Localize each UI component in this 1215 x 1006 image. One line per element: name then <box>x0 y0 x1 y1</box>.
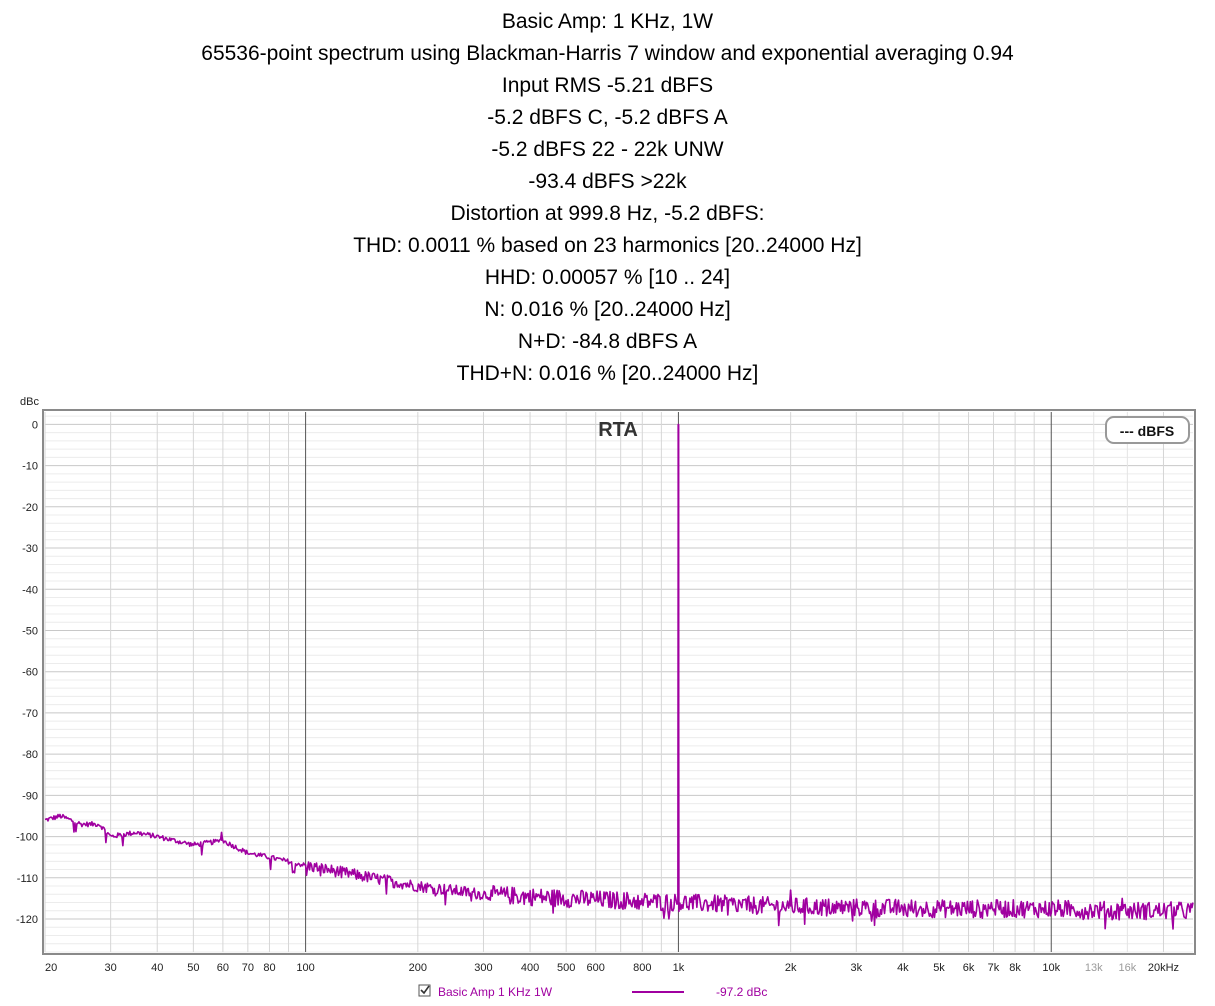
x-tick-label: 20kHz <box>1148 962 1179 974</box>
series-footer: Basic Amp 1 KHz 1W -97.2 dBc <box>418 984 767 999</box>
y-tick-label: -80 <box>22 749 38 761</box>
series-group <box>44 423 1194 930</box>
chart-header: Basic Amp: 1 KHz, 1W 65536-point spectru… <box>0 6 1215 390</box>
x-tick-label: 80 <box>263 962 275 974</box>
x-tick-label: 4k <box>897 962 909 974</box>
header-spectrum-info: 65536-point spectrum using Blackman-Harr… <box>201 42 1014 65</box>
chart-title: RTA <box>598 419 638 441</box>
x-tick-label: 60 <box>217 962 229 974</box>
x-tick-label: 13k <box>1085 962 1103 974</box>
y-tick-label: 0 <box>32 419 38 431</box>
header-title: Basic Amp: 1 KHz, 1W <box>501 10 714 33</box>
x-tick-label: 600 <box>587 962 605 974</box>
header-distortion-at: Distortion at 999.8 Hz, -5.2 dBFS: <box>450 202 765 225</box>
x-tick-label: 30 <box>105 962 117 974</box>
x-tick-label: 7k <box>988 962 1000 974</box>
y-axis-ticks: 0 -10 -20 -30 -40 -50 -60 -70 -80 -90 -100 -110 -120 <box>16 419 38 926</box>
header-hhd: HHD: 0.00057 % [10 .. 24] <box>484 266 731 289</box>
header-noise-distortion: N+D: -84.8 dBFS A <box>517 330 698 353</box>
y-tick-label: -110 <box>17 873 38 885</box>
plot-frame <box>42 409 1196 955</box>
y-tick-label: -30 <box>22 543 38 555</box>
x-axis-ticks: 20 30 40 50 60 70 80 100 200 300 400 500 600 800 1k 2k 3… <box>45 962 1179 974</box>
header-thd-n: THD+N: 0.016 % [20..24000 Hz] <box>456 362 759 385</box>
x-tick-label: 300 <box>474 962 492 974</box>
series-line <box>44 423 1194 930</box>
x-tick-label: 800 <box>633 962 651 974</box>
x-tick-label: 6k <box>963 962 975 974</box>
x-tick-label: 400 <box>521 962 539 974</box>
x-tick-label: 3k <box>850 962 862 974</box>
y-tick-label: -20 <box>22 502 38 514</box>
x-tick-label: 20 <box>45 962 57 974</box>
header-ultrasonic-level: -93.4 dBFS >22k <box>528 170 687 193</box>
legend-label: --- dBFS <box>1120 423 1174 439</box>
x-tick-label: 10k <box>1042 962 1060 974</box>
x-tick-label: 2k <box>785 962 797 974</box>
x-tick-label: 40 <box>151 962 163 974</box>
x-tick-label: 5k <box>933 962 945 974</box>
y-tick-label: -70 <box>22 708 38 720</box>
header-noise: N: 0.016 % [20..24000 Hz] <box>484 298 731 321</box>
legend[interactable]: --- dBFS <box>1105 416 1190 444</box>
x-tick-label: 50 <box>187 962 199 974</box>
series-checkbox[interactable] <box>418 984 431 997</box>
header-thd: THD: 0.0011 % based on 23 harmonics [20.… <box>353 234 862 257</box>
grid-lines <box>44 412 1193 953</box>
x-tick-label: 70 <box>242 962 254 974</box>
header-weighted-levels: -5.2 dBFS C, -5.2 dBFS A <box>487 106 728 129</box>
y-tick-label: -50 <box>22 625 38 637</box>
series-value-label: -97.2 dBc <box>716 985 767 999</box>
y-tick-label: -10 <box>22 461 38 473</box>
y-tick-label: -90 <box>22 790 38 802</box>
y-tick-label: -40 <box>22 584 38 596</box>
y-tick-label: -120 <box>16 914 38 926</box>
y-tick-label: -100 <box>16 832 38 844</box>
series-name-label: Basic Amp 1 KHz 1W <box>438 985 553 999</box>
legend-frame <box>1105 416 1190 444</box>
x-tick-label: 100 <box>296 962 314 974</box>
y-axis-unit: dBc <box>20 396 39 408</box>
x-tick-label: 1k <box>673 962 685 974</box>
checkmark-icon <box>420 985 430 995</box>
header-input-rms: Input RMS -5.21 dBFS <box>501 74 714 97</box>
y-tick-label: -60 <box>22 667 38 679</box>
x-tick-label: 500 <box>557 962 575 974</box>
x-tick-label: 16k <box>1118 962 1136 974</box>
x-tick-label: 200 <box>409 962 427 974</box>
x-tick-label: 8k <box>1009 962 1021 974</box>
header-unweighted-level: -5.2 dBFS 22 - 22k UNW <box>491 138 724 161</box>
